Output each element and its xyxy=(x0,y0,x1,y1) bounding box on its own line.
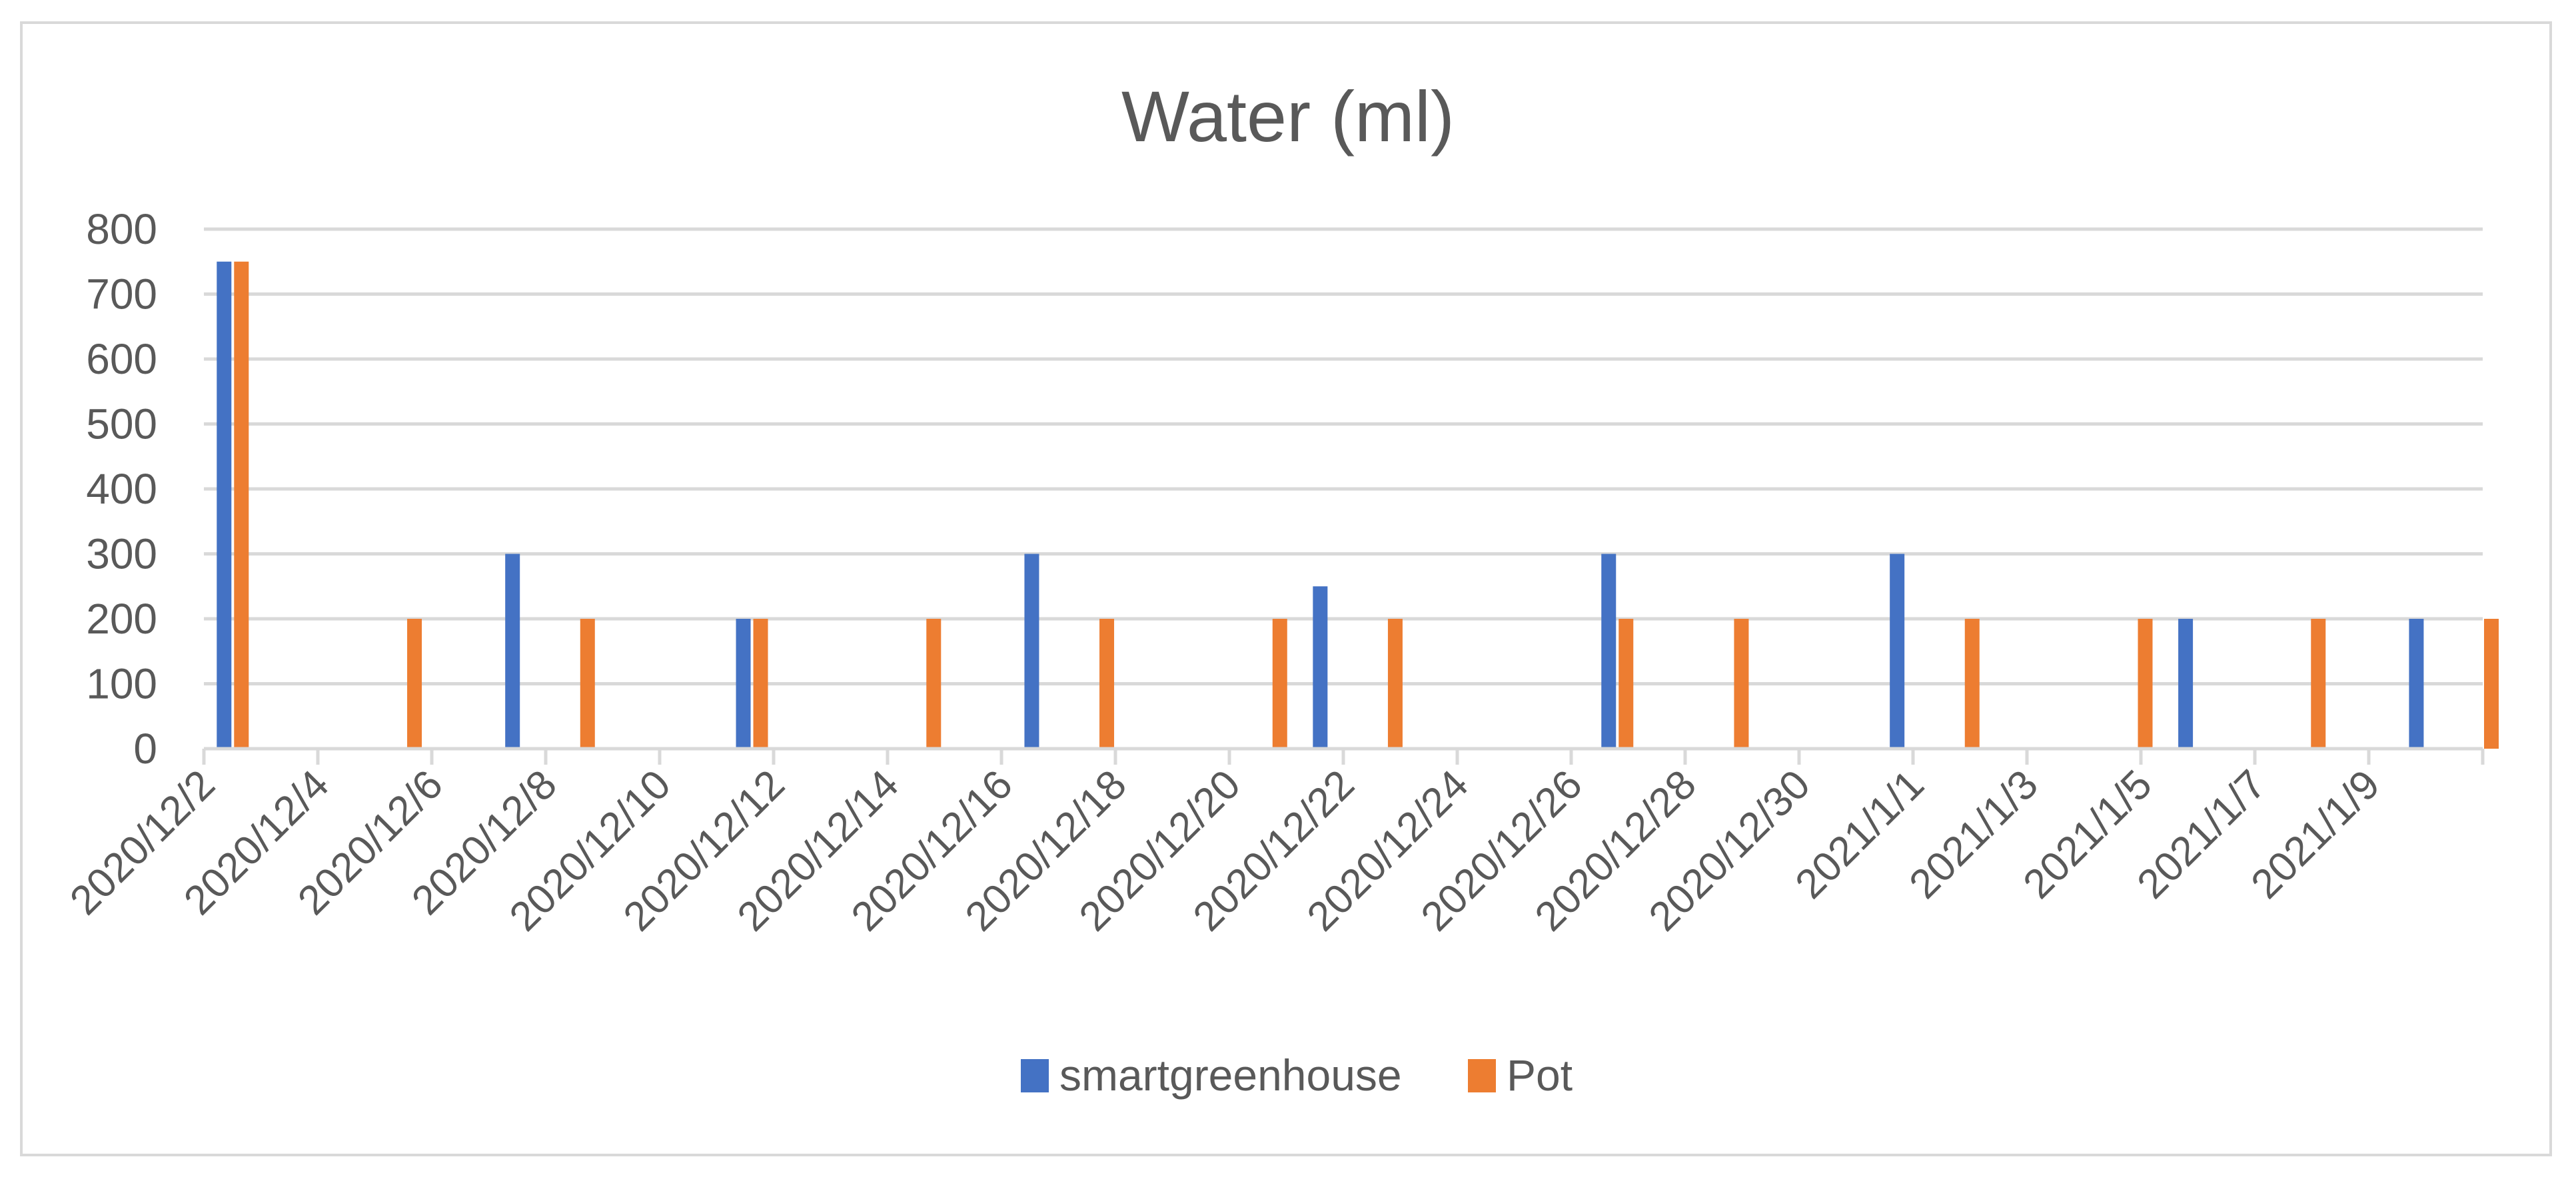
y-tick-label: 0 xyxy=(133,725,157,773)
y-tick-label: 400 xyxy=(86,465,157,513)
legend-label-pot: Pot xyxy=(1507,1050,1573,1100)
chart-frame xyxy=(20,21,2552,1156)
bar-smartgreenhouse-2020-12-2 xyxy=(217,261,232,749)
bar-pot-2021-1-10 xyxy=(2484,619,2499,749)
x-axis: 2020/12/22020/12/42020/12/62020/12/82020… xyxy=(61,747,2485,940)
bar-pot-2020-12-8 xyxy=(580,619,595,749)
bar-pot-2020-12-2 xyxy=(234,261,249,749)
legend-swatch-smartgreenhouse xyxy=(1021,1059,1049,1092)
bar-pot-2020-12-22 xyxy=(1387,619,1403,749)
bar-pot-2020-12-11 xyxy=(753,619,768,749)
y-tick-label: 700 xyxy=(86,270,157,318)
legend: smartgreenhouse Pot xyxy=(1021,1050,1573,1100)
x-tick-label: 2021/1/9 xyxy=(2242,761,2388,907)
legend-swatch-pot xyxy=(1468,1059,1496,1092)
bar-pot-2020-12-17 xyxy=(1099,619,1115,749)
bar-smartgreenhouse-2020-12-11 xyxy=(736,619,751,749)
bar-pot-2021-1-1 xyxy=(1964,619,1980,749)
gridlines xyxy=(204,227,2483,685)
bar-pot-2021-1-7 xyxy=(2311,619,2326,749)
bar-smartgreenhouse-2021-1-9 xyxy=(2409,619,2424,749)
y-tick-label: 300 xyxy=(86,530,157,578)
bar-smartgreenhouse-2020-12-26 xyxy=(1601,554,1616,749)
legend-label-smartgreenhouse: smartgreenhouse xyxy=(1059,1050,1402,1100)
bar-smartgreenhouse-2020-12-16 xyxy=(1024,554,1039,749)
bar-pot-2020-12-26 xyxy=(1618,619,1634,749)
bars xyxy=(217,261,2499,749)
bar-pot-2021-1-4 xyxy=(2138,619,2153,749)
bar-pot-2020-12-5 xyxy=(407,619,422,749)
y-tick-label: 500 xyxy=(86,400,157,448)
chart-title: Water (ml) xyxy=(1121,76,1455,157)
bar-smartgreenhouse-2020-12-31 xyxy=(1890,554,1905,749)
bar-pot-2020-12-20 xyxy=(1272,619,1287,749)
bar-smartgreenhouse-2020-12-21 xyxy=(1313,586,1328,749)
y-tick-label: 100 xyxy=(86,660,157,708)
y-tick-label: 600 xyxy=(86,335,157,383)
bar-pot-2020-12-14 xyxy=(926,619,942,749)
bar-smartgreenhouse-2020-12-7 xyxy=(505,554,520,749)
y-axis-ticks: 0 100 200 300 400 500 600 700 800 xyxy=(86,205,157,773)
bar-smartgreenhouse-2021-1-5 xyxy=(2178,619,2194,749)
y-tick-label: 800 xyxy=(86,205,157,253)
y-tick-label: 200 xyxy=(86,595,157,643)
bar-pot-2020-12-28 xyxy=(1734,619,1749,749)
